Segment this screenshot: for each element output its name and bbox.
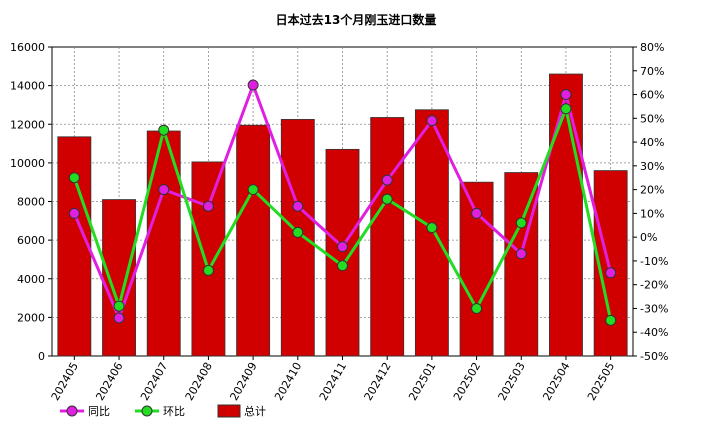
right-tick-label-5: 0%: [640, 231, 657, 244]
line-series: [68, 79, 617, 326]
right-tick-label-12: 70%: [640, 65, 664, 78]
legend: 同比 环比 总计: [60, 404, 266, 418]
right-tick-label-1: -40%: [640, 326, 668, 339]
x-tick-label-202505: 202505: [585, 360, 617, 403]
left-tick-label-5: 10000: [10, 157, 45, 170]
right-tick-label-2: -30%: [640, 302, 668, 315]
point-mom-202504: [560, 103, 572, 115]
point-yoy-202503: [515, 248, 527, 260]
point-yoy-202405: [68, 207, 80, 219]
legend-mom-marker: [141, 405, 153, 417]
x-tick-label-202504: 202504: [540, 360, 572, 403]
x-tick-label-202501: 202501: [406, 360, 438, 403]
bar-202503: [504, 172, 539, 357]
right-tick-label-8: 30%: [640, 160, 664, 173]
legend-yoy-marker: [66, 405, 78, 417]
bar-202411: [325, 148, 360, 357]
left-tick-label-2: 4000: [17, 273, 45, 286]
point-yoy-202411: [337, 241, 348, 253]
bar-202409: [236, 124, 271, 357]
bar-202405: [57, 136, 92, 357]
x-tick-label-202406: 202406: [93, 360, 125, 403]
right-tick-label-13: 80%: [640, 41, 664, 54]
right-tick-label-7: 20%: [640, 184, 664, 197]
point-mom-202405: [68, 172, 80, 184]
point-mom-202411: [337, 260, 348, 272]
point-yoy-202407: [158, 184, 170, 196]
point-mom-202407: [158, 124, 170, 136]
point-yoy-202412: [381, 174, 393, 186]
x-tick-label-202409: 202409: [227, 360, 259, 403]
point-yoy-202504: [560, 89, 572, 101]
bar-202504: [549, 73, 583, 357]
right-tick-label-0: -50%: [640, 350, 668, 363]
point-yoy-202409: [247, 79, 259, 91]
point-mom-202410: [292, 226, 304, 238]
left-tick-label-0: 0: [38, 350, 45, 363]
x-tick-label-202407: 202407: [138, 360, 170, 403]
x-axis-ticks: 202405 202406 202407 202408 202409 202410 2024…: [49, 356, 617, 403]
point-yoy-202501: [426, 115, 438, 127]
left-tick-label-1: 2000: [17, 311, 45, 324]
x-tick-label-202502: 202502: [451, 360, 483, 403]
point-mom-202503: [515, 217, 527, 229]
point-yoy-202505: [605, 267, 617, 279]
bar-202412: [370, 117, 405, 357]
left-axis-ticks: 0 2000 4000 6000 8000 10000 12000 14000 16000: [10, 41, 52, 363]
point-mom-202406: [113, 300, 125, 312]
legend-yoy-label: 同比: [88, 405, 110, 418]
left-tick-label-3: 6000: [17, 234, 45, 247]
point-yoy-202406: [113, 312, 125, 324]
left-tick-label-4: 8000: [17, 196, 45, 209]
x-tick-label-202411: 202411: [317, 360, 349, 403]
point-mom-202501: [426, 222, 438, 234]
bar-series-total: [57, 73, 628, 357]
point-mom-202502: [471, 302, 483, 314]
legend-mom-label: 环比: [163, 405, 185, 418]
point-yoy-202410: [292, 200, 304, 212]
x-tick-label-202412: 202412: [362, 360, 394, 403]
right-tick-label-3: -20%: [640, 279, 668, 292]
left-tick-label-7: 14000: [10, 80, 45, 93]
x-tick-label-202503: 202503: [496, 360, 528, 403]
bar-202406: [102, 199, 136, 357]
x-tick-label-202410: 202410: [272, 360, 304, 403]
right-tick-label-6: 10%: [640, 207, 664, 220]
legend-total-swatch: [217, 404, 241, 418]
right-axis-ticks: -50% -40% -30% -20% -10% 0% 10% 20% 30% 40% 50% 60%…: [633, 41, 668, 363]
point-mom-202409: [247, 184, 259, 196]
right-tick-label-11: 60%: [640, 89, 664, 102]
x-tick-label-202408: 202408: [183, 360, 215, 403]
point-mom-202505: [605, 314, 617, 326]
x-tick-label-202405: 202405: [49, 360, 81, 403]
right-tick-label-10: 50%: [640, 112, 664, 125]
bar-202408: [191, 161, 226, 357]
point-mom-202412: [381, 193, 393, 205]
left-tick-label-6: 12000: [10, 118, 45, 131]
point-yoy-202502: [471, 207, 483, 219]
right-tick-label-4: -10%: [640, 255, 668, 268]
right-tick-label-9: 40%: [640, 136, 664, 149]
left-tick-label-8: 16000: [10, 41, 45, 54]
point-yoy-202408: [202, 200, 214, 212]
chart-title: 日本过去13个月刚玉进口数量: [276, 12, 437, 27]
legend-total-label: 总计: [244, 404, 266, 418]
point-mom-202408: [202, 264, 214, 276]
